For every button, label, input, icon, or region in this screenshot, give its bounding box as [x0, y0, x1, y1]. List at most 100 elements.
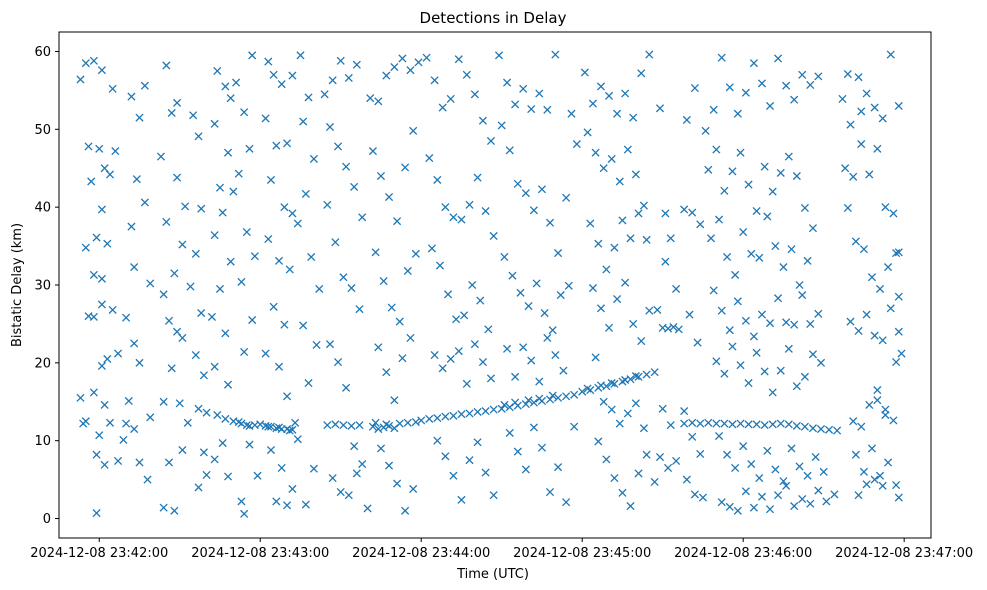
data-point: [803, 256, 812, 265]
data-point: [81, 243, 90, 252]
data-point: [387, 303, 396, 312]
data-point: [798, 495, 807, 504]
data-point: [234, 169, 243, 178]
data-point: [175, 399, 184, 408]
data-point: [749, 59, 758, 68]
data-point: [89, 388, 98, 397]
data-point: [894, 248, 903, 257]
data-point: [744, 420, 753, 429]
data-point: [371, 418, 380, 427]
data-point: [288, 209, 297, 218]
x-tick-label: 2024-12-08 23:44:00: [352, 546, 490, 561]
data-point: [537, 443, 547, 452]
data-point: [543, 333, 552, 342]
data-point: [245, 440, 254, 449]
data-point: [562, 498, 571, 507]
data-point: [164, 458, 174, 467]
data-point: [122, 313, 131, 322]
data-point: [830, 490, 839, 499]
data-point: [666, 421, 675, 430]
data-point: [266, 175, 276, 184]
data-point: [374, 97, 383, 106]
data-point: [202, 408, 211, 417]
data-point: [889, 416, 898, 425]
data-point: [690, 83, 699, 93]
data-point: [755, 473, 764, 483]
data-point: [199, 448, 208, 457]
data-point: [800, 203, 809, 212]
data-point: [698, 493, 707, 502]
data-point: [293, 435, 302, 444]
data-point: [696, 419, 705, 428]
data-point: [105, 170, 115, 179]
data-point: [449, 213, 458, 222]
data-point: [723, 252, 732, 262]
data-point: [562, 193, 571, 202]
data-point: [89, 270, 98, 279]
data-point: [172, 98, 182, 107]
data-point: [393, 217, 402, 226]
data-point: [81, 417, 90, 426]
data-point: [553, 393, 563, 402]
data-point: [406, 333, 415, 342]
data-point: [621, 89, 630, 98]
data-point: [159, 290, 168, 299]
data-point: [87, 177, 96, 186]
data-point: [688, 432, 697, 441]
data-point: [588, 99, 597, 108]
data-point: [111, 147, 120, 156]
data-point: [374, 424, 383, 434]
data-point: [197, 308, 206, 318]
data-point: [433, 436, 442, 445]
data-point: [757, 492, 767, 501]
x-tick-label: 2024-12-08 23:42:00: [30, 546, 168, 561]
data-point: [521, 189, 530, 198]
data-point: [741, 487, 750, 496]
data-point: [728, 420, 737, 429]
data-point: [103, 239, 112, 248]
data-point: [884, 263, 893, 272]
data-point: [470, 340, 479, 349]
data-point: [81, 59, 90, 68]
data-point: [760, 367, 769, 376]
data-point: [604, 91, 614, 100]
data-point: [744, 379, 753, 388]
data-point: [532, 279, 541, 288]
data-point: [894, 493, 903, 502]
data-point: [328, 473, 337, 483]
data-point: [446, 354, 455, 364]
data-point: [382, 420, 391, 429]
data-point: [409, 126, 418, 135]
data-point: [535, 89, 544, 98]
data-point: [572, 140, 581, 149]
data-point: [653, 305, 662, 314]
data-point: [878, 336, 887, 345]
data-point: [875, 284, 885, 293]
data-point: [274, 256, 284, 265]
data-point: [870, 331, 879, 340]
data-point: [130, 339, 139, 348]
data-point: [511, 372, 520, 381]
data-point: [578, 387, 587, 396]
data-point: [443, 290, 453, 299]
data-point: [376, 171, 386, 181]
data-point: [503, 78, 512, 87]
data-point: [350, 182, 359, 191]
data-point: [771, 465, 780, 474]
data-point: [76, 75, 85, 84]
data-point: [693, 338, 702, 347]
data-point: [390, 396, 399, 405]
data-point: [181, 202, 190, 211]
data-point: [226, 94, 235, 103]
data-point: [76, 393, 85, 402]
data-point: [511, 398, 520, 407]
data-point: [596, 381, 606, 390]
data-point: [878, 481, 887, 490]
data-point: [833, 426, 842, 435]
data-point: [639, 424, 648, 433]
data-point: [210, 455, 219, 464]
data-point: [124, 396, 133, 406]
data-point: [92, 450, 101, 459]
data-point: [470, 90, 479, 99]
data-point: [884, 458, 893, 467]
